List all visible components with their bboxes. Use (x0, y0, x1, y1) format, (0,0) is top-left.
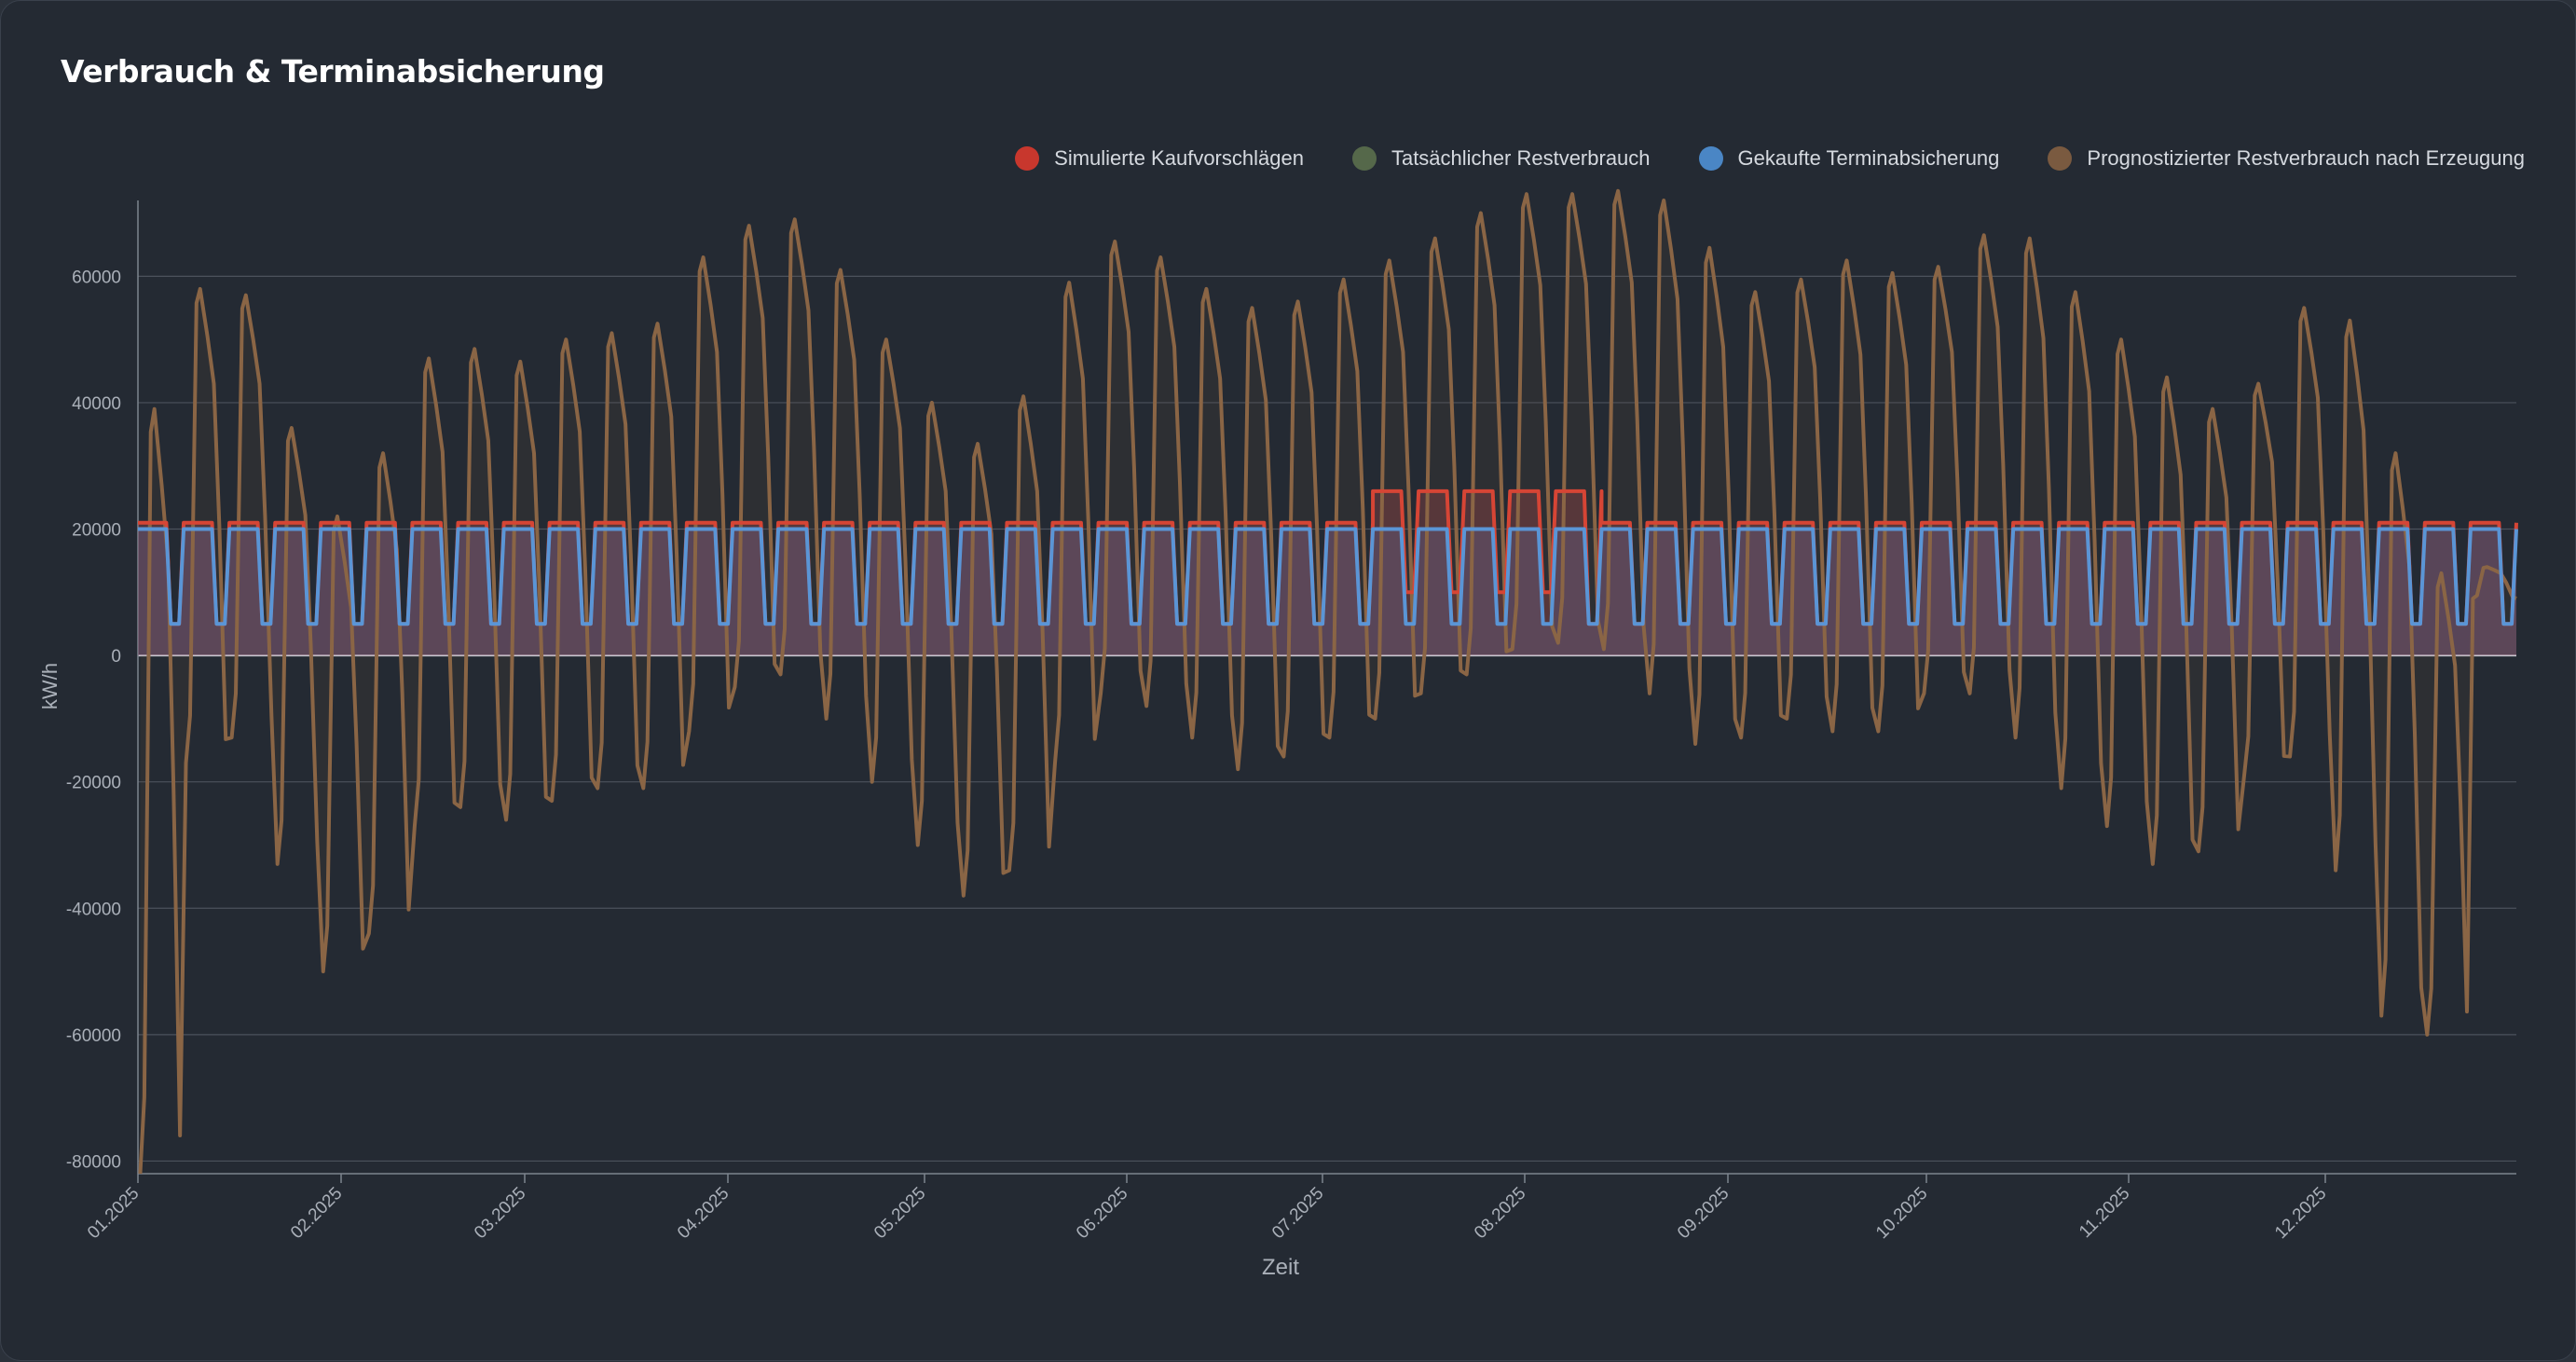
x-tick-label: 04.2025 (674, 1184, 733, 1243)
y-tick-label: 20000 (72, 521, 121, 541)
chart-legend: Simulierte Kaufvorschlägen Tatsächlicher… (1015, 146, 2525, 171)
x-tick-label: 08.2025 (1471, 1184, 1529, 1243)
legend-dot (1351, 146, 1377, 171)
y-tick-label: -80000 (66, 1152, 121, 1172)
chart-title: Verbrauch & Terminabsicherung (61, 53, 605, 89)
x-tick-label: 12.2025 (2271, 1184, 2330, 1243)
x-tick-label: 06.2025 (1073, 1184, 1131, 1243)
legend-item-restverbrauch[interactable]: Tatsächlicher Restverbrauch (1351, 146, 1651, 171)
legend-label: Gekaufte Terminabsicherung (1737, 146, 2000, 170)
y-tick-label: 40000 (72, 394, 121, 414)
legend-label: Tatsächlicher Restverbrauch (1391, 146, 1651, 170)
legend-item-prognose[interactable]: Prognostizierter Restverbrauch nach Erze… (2048, 146, 2525, 171)
legend-dot (2048, 146, 2073, 171)
x-tick-label: 03.2025 (471, 1184, 529, 1243)
legend-item-terminabsicherung[interactable]: Gekaufte Terminabsicherung (1698, 146, 2000, 171)
series-line-hedge (138, 527, 2518, 626)
x-tick-label: 11.2025 (2076, 1184, 2133, 1242)
y-tick-label: 60000 (72, 268, 121, 287)
legend-label: Prognostizierter Restverbrauch nach Erze… (2087, 146, 2525, 170)
x-tick-label: 10.2025 (1872, 1184, 1931, 1243)
y-tick-label: -40000 (66, 900, 121, 919)
x-axis-title: Zeit (1262, 1255, 1299, 1280)
legend-item-kaufvorschlaege[interactable]: Simulierte Kaufvorschlägen (1015, 146, 1304, 171)
series-line-forecast (138, 188, 2517, 1175)
x-tick-label: 05.2025 (870, 1184, 929, 1243)
forecast-area (140, 190, 2516, 1174)
legend-dot (1698, 146, 1723, 171)
x-tick-label: 02.2025 (287, 1184, 346, 1243)
x-tick-label: 09.2025 (1674, 1184, 1733, 1243)
y-axis-title: kW/h (38, 663, 62, 709)
y-tick-label: 0 (111, 647, 121, 667)
y-tick-label: -20000 (66, 774, 121, 793)
legend-label: Simulierte Kaufvorschlägen (1054, 146, 1304, 170)
y-tick-label: -60000 (66, 1026, 121, 1046)
x-tick-label: 01.2025 (84, 1184, 143, 1243)
x-tick-label: 07.2025 (1268, 1184, 1327, 1243)
legend-dot (1015, 146, 1040, 171)
